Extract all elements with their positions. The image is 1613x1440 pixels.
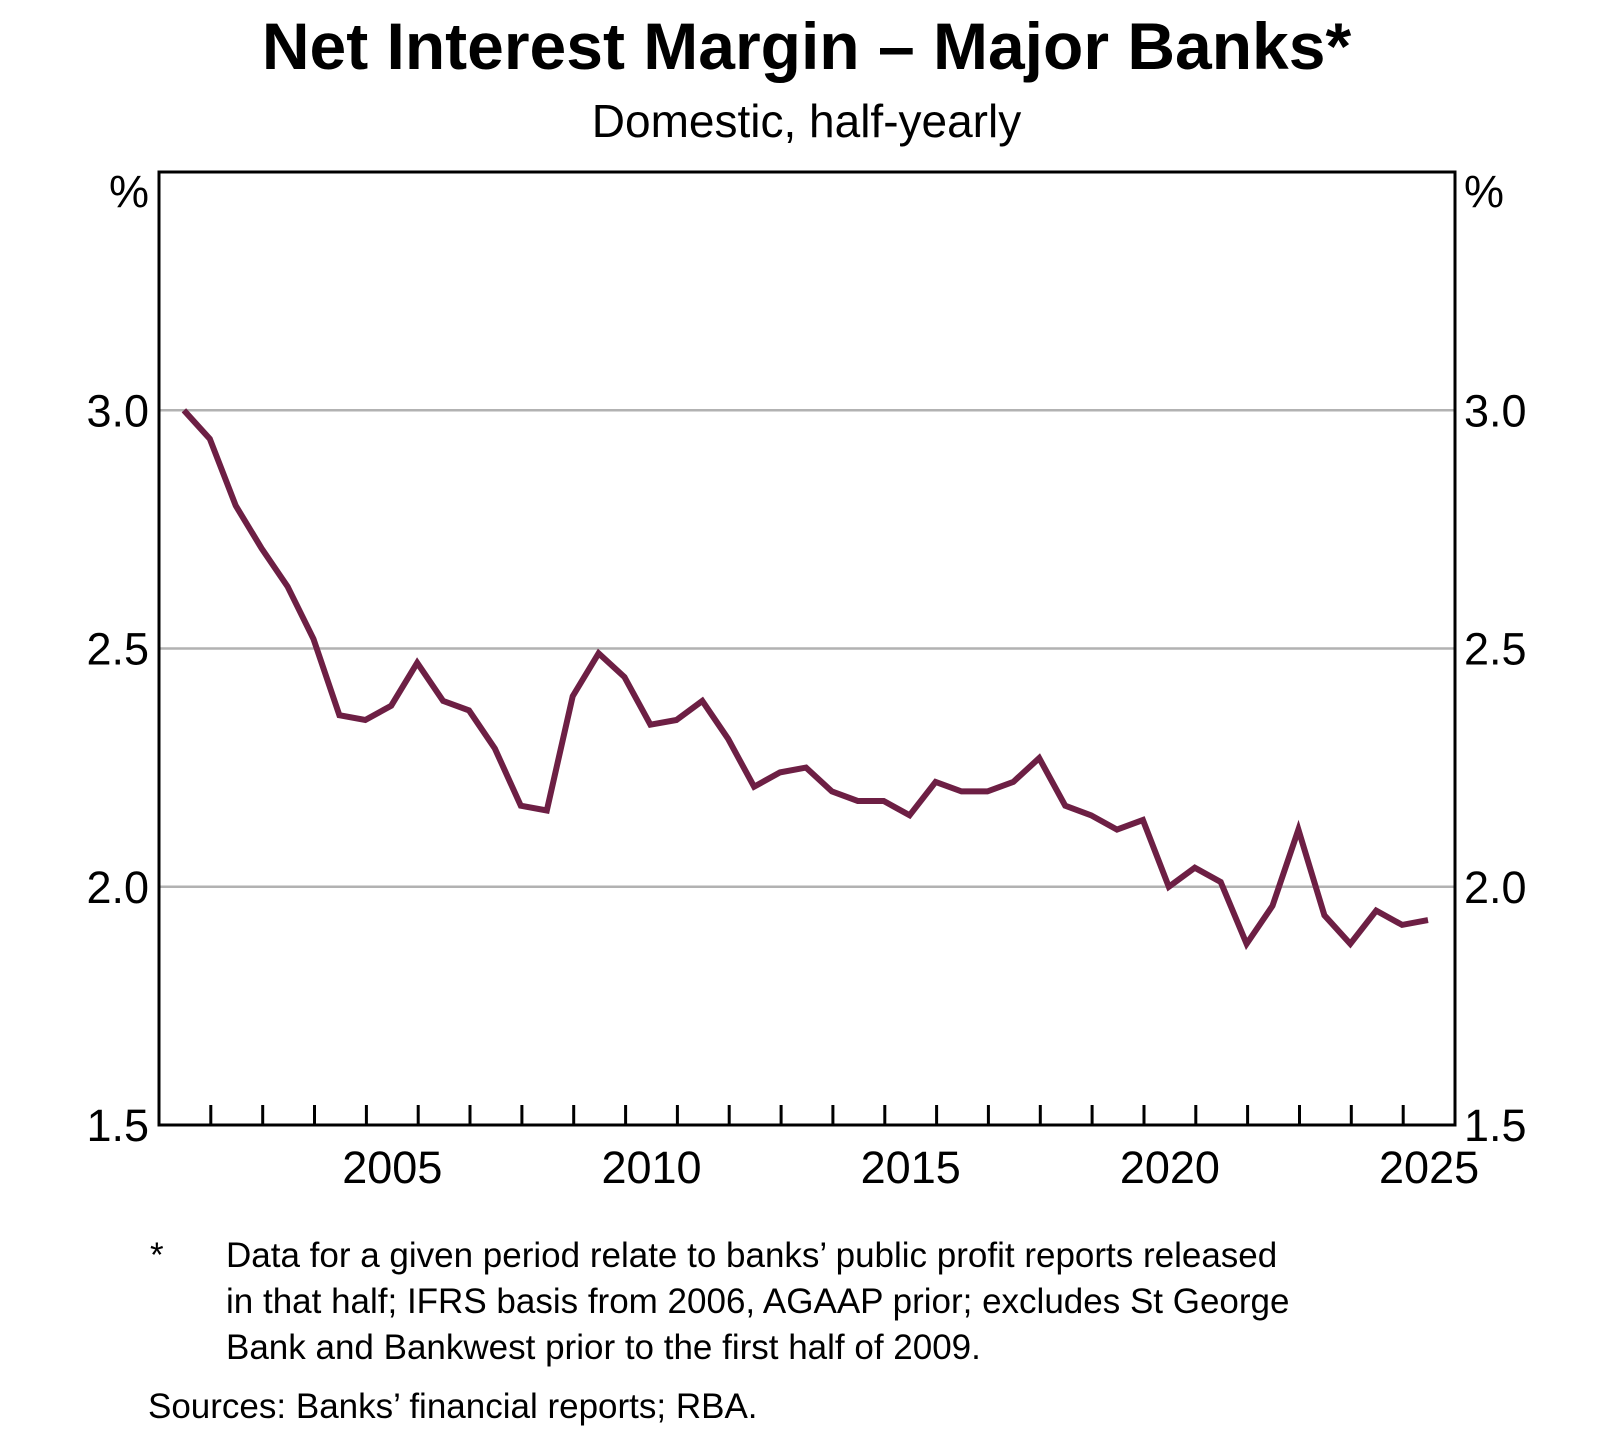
y-axis-label-left: 3.0: [86, 385, 149, 436]
y-axis-label-right: 2.5: [1464, 624, 1527, 675]
footnote-asterisk: *: [150, 1236, 164, 1275]
footnote-text: Data for a given period relate to banks’…: [226, 1236, 1290, 1367]
x-axis-label: 2005: [342, 1142, 442, 1193]
x-axis-ticks: [209, 1105, 1405, 1125]
y-axis-label-right: 2.0: [1464, 862, 1527, 913]
y-axis-label-left: 2.5: [86, 624, 149, 675]
x-axis-label: 2015: [861, 1142, 961, 1193]
x-axis-label: 2010: [601, 1142, 701, 1193]
y-axis-label-left: 2.0: [86, 862, 149, 913]
x-axis-label: 2020: [1120, 1142, 1220, 1193]
y-axis-label-left: 1.5: [86, 1100, 149, 1151]
y-axis-label-right: 1.5: [1464, 1100, 1527, 1151]
line-chart: 3.0 3.0 2.5 2.5 2.0 2.0 1.5 1.5% % 2005 2010 2015 20…: [86, 166, 1526, 1193]
plot-border: [157, 170, 1457, 1127]
sources-text: Sources: Banks’ financial reports; RBA.: [148, 1387, 758, 1426]
y-axis-unit-right: %: [1464, 166, 1504, 217]
x-axis-label: 2025: [1379, 1142, 1479, 1193]
gridlines: [159, 409, 1455, 889]
y-axis-unit-left: %: [109, 166, 149, 217]
axis-labels: 3.0 3.0 2.5 2.5 2.0 2.0 1.5 1.5% % 2005 2010 2015 20…: [86, 166, 1526, 1193]
data-series: [181, 408, 1429, 951]
chart-title: Net Interest Margin – Major Banks*: [261, 9, 1352, 83]
y-axis-label-right: 3.0: [1464, 385, 1527, 436]
nim-line: [181, 408, 1429, 951]
chart-subtitle: Domestic, half-yearly: [591, 95, 1022, 147]
